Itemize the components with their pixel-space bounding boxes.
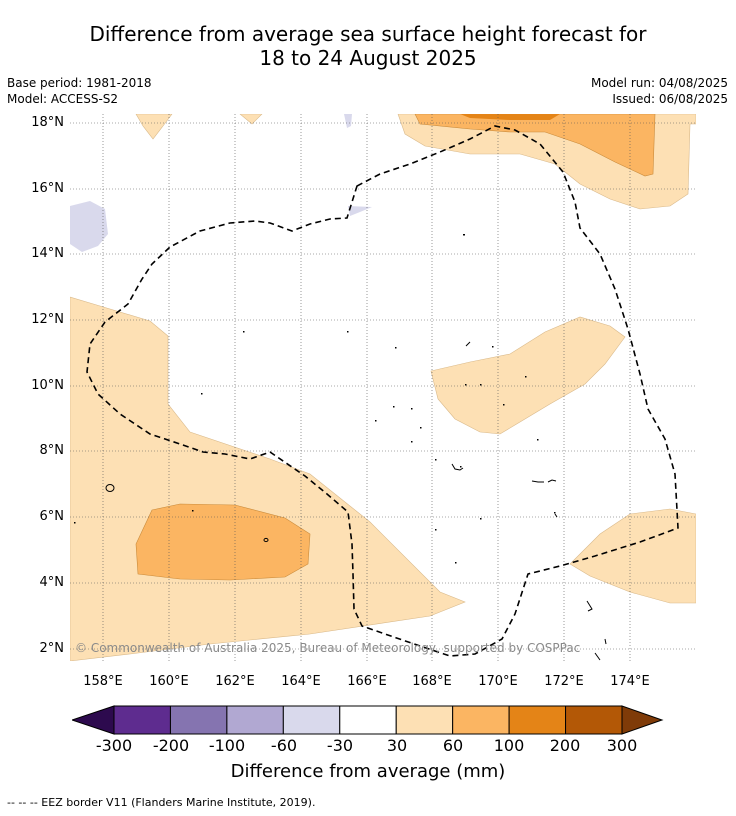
page-title: Difference from average sea surface heig… <box>0 22 736 70</box>
anomaly-neg-west <box>70 201 108 252</box>
anomaly-neg-north <box>344 114 352 128</box>
lon-label-160e: 160°E <box>149 674 189 689</box>
base-period: Base period: 1981-2018 <box>7 76 152 90</box>
meta-right: Model run: 04/08/2025 Issued: 06/08/2025 <box>591 75 728 107</box>
meta-left: Base period: 1981-2018 Model: ACCESS-S2 <box>7 75 152 107</box>
anomaly-30-60-central-east <box>430 316 626 435</box>
islands <box>105 341 607 661</box>
lon-label-166e: 166°E <box>347 674 387 689</box>
colorbar-cell <box>565 705 623 735</box>
lon-label-164e: 164°E <box>281 674 321 689</box>
anomaly-60-100-southwest <box>135 503 311 581</box>
lat-label-6n: 6°N <box>39 509 65 524</box>
colorbar-cell <box>452 705 510 735</box>
colorbar-cell <box>508 705 567 735</box>
title-line-2: 18 to 24 August 2025 <box>259 46 477 70</box>
colorbar-label-neg300: -300 <box>95 736 133 755</box>
anomaly-30-60-southeast <box>569 508 696 604</box>
anomaly-100-200-northeast <box>460 114 560 120</box>
copyright-notice: © Commonwealth of Australia 2025, Bureau… <box>75 641 581 655</box>
colorbar-cell <box>113 705 171 735</box>
lon-label-172e: 172°E <box>544 674 584 689</box>
model-run: Model run: 04/08/2025 <box>590 76 728 90</box>
title-line-1: Difference from average sea surface heig… <box>89 22 647 46</box>
colorbar-low-extension <box>72 705 115 735</box>
anomaly-30-60-top-mid <box>239 114 263 125</box>
colorbar-cell <box>339 705 397 735</box>
lon-label-174e: 174°E <box>610 674 650 689</box>
model-name: Model: ACCESS-S2 <box>7 92 119 106</box>
colorbar-label-neg100: -100 <box>208 736 246 755</box>
colorbar-label-neg30: -30 <box>326 736 354 755</box>
colorbar-label-200: 200 <box>549 736 581 755</box>
eez-footnote: -- -- -- EEZ border V11 (Flanders Marine… <box>7 796 316 809</box>
lat-label-16n: 16°N <box>31 181 64 196</box>
colorbar-high-extension <box>621 705 664 735</box>
colorbar-cell <box>282 705 341 735</box>
colorbar-cell <box>169 705 228 735</box>
lat-label-10n: 10°N <box>31 378 64 393</box>
map-panel <box>70 114 696 661</box>
colorbar <box>72 705 664 735</box>
lon-label-168e: 168°E <box>412 674 452 689</box>
anomaly-60-100-northeast <box>414 114 656 177</box>
anomaly-neg-central <box>348 206 372 216</box>
colorbar-label-neg200: -200 <box>152 736 190 755</box>
eez-border <box>86 125 679 657</box>
lon-label-170e: 170°E <box>478 674 518 689</box>
lat-label-8n: 8°N <box>39 443 65 458</box>
lat-label-2n: 2°N <box>39 641 65 656</box>
map-gridlines <box>70 114 696 661</box>
colorbar-label-neg60: -60 <box>270 736 298 755</box>
lat-label-12n: 12°N <box>31 312 64 327</box>
colorbar-title: Difference from average (mm) <box>230 761 506 782</box>
colorbar-label-100: 100 <box>493 736 525 755</box>
lon-label-162e: 162°E <box>215 674 255 689</box>
map-svg <box>70 114 696 661</box>
lon-label-158e: 158°E <box>83 674 123 689</box>
colorbar-label-300: 300 <box>606 736 638 755</box>
colorbar-cell <box>226 705 284 735</box>
lat-label-18n: 18°N <box>31 115 64 130</box>
anomaly-30-60-top-left <box>135 114 173 140</box>
lat-label-14n: 14°N <box>31 246 64 261</box>
colorbar-cell <box>395 705 454 735</box>
colorbar-label-60: 60 <box>442 736 464 755</box>
colorbar-label-30: 30 <box>386 736 408 755</box>
lat-label-4n: 4°N <box>39 575 65 590</box>
issued-date: Issued: 06/08/2025 <box>612 92 728 106</box>
atoll-dots <box>74 234 556 564</box>
